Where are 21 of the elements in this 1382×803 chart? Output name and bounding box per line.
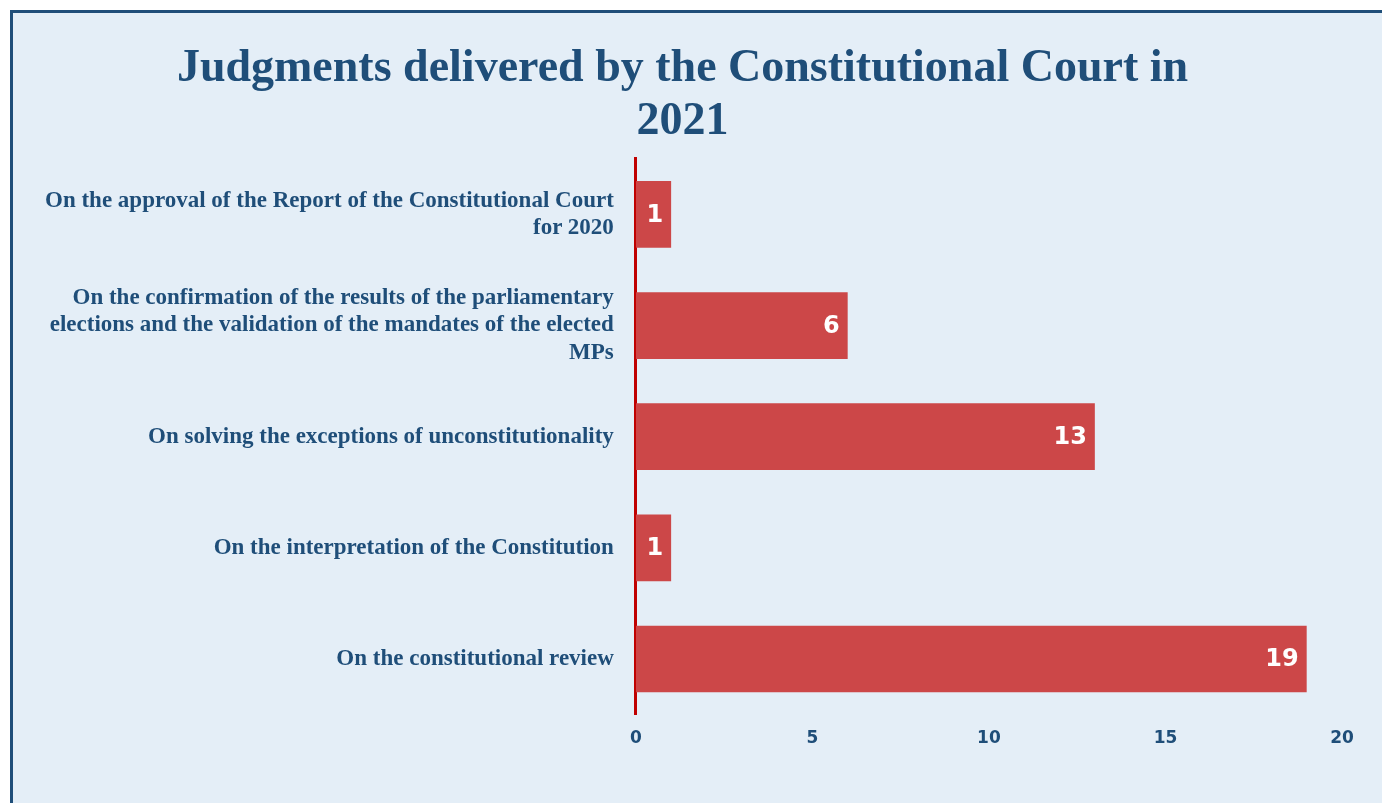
y-tick-label: On the confirmation of the results of the parliamentary elections and the validation of the mandates of the elected MPs [49, 283, 615, 365]
x-tick-label: 0 [629, 727, 642, 748]
x-tick-label: 10 [977, 727, 1001, 748]
data-label: 6 [822, 310, 840, 339]
x-tick-label: 20 [1330, 727, 1354, 748]
y-tick-label: On the interpretation of the Constitution [213, 533, 615, 559]
data-label: 19 [1265, 644, 1299, 673]
bar [635, 181, 672, 248]
x-tick-label: 5 [806, 727, 819, 748]
bar [635, 292, 848, 359]
data-label: 1 [646, 199, 664, 228]
y-tick-label: On the constitutional review [336, 644, 615, 670]
x-tick-label: 15 [1153, 727, 1178, 748]
bar [635, 514, 672, 582]
y-tick-label: On solving the exceptions of unconstitutionality [148, 422, 615, 448]
data-label: 13 [1053, 421, 1087, 450]
bar [635, 625, 1307, 693]
chart-title: Judgments delivered by the Constitutional Court in 2021 [176, 40, 1189, 145]
bar [635, 403, 1095, 471]
data-label: 1 [646, 533, 664, 562]
y-tick-label: On the approval of the Report of the Constitutional Court for 2020 [45, 186, 615, 240]
